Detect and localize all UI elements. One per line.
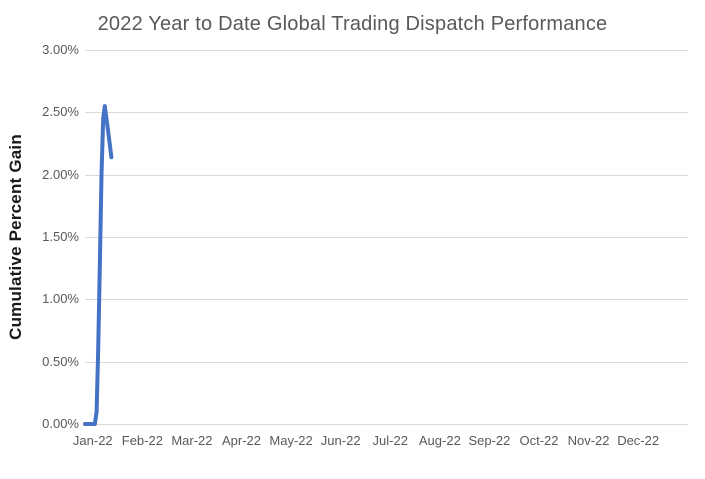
gridline	[85, 424, 688, 425]
y-tick-label: 1.50%	[42, 229, 79, 244]
y-tick-label: 0.00%	[42, 416, 79, 431]
x-tick-label: Apr-22	[222, 433, 262, 448]
x-tick-label: Oct-22	[519, 433, 559, 448]
x-tick-label: Jan-22	[72, 433, 113, 448]
x-tick-label: Feb-22	[121, 433, 163, 448]
x-tick-label: May-22	[269, 433, 313, 448]
x-tick-label: Dec-22	[617, 433, 660, 448]
gridline	[85, 362, 688, 363]
x-tick-label: Sep-22	[468, 433, 511, 448]
y-tick-label: 3.00%	[42, 42, 79, 57]
x-axis-tick-labels: Jan-22 Feb-22 Mar-22 Apr-22 May-22 Jun-22 Jul-…	[68, 433, 663, 448]
x-tick-label: Jul-22	[372, 433, 408, 448]
gridline	[85, 112, 688, 113]
y-tick-label: 1.00%	[42, 291, 79, 306]
gridline	[85, 175, 688, 176]
gridline	[85, 299, 688, 300]
x-tick-label: Mar-22	[171, 433, 213, 448]
chart-title: 2022 Year to Date Global Trading Dispatc…	[97, 13, 608, 35]
y-tick-label: 0.50%	[42, 354, 79, 369]
x-tick-label: Aug-22	[418, 433, 461, 448]
y-tick-label: 2.00%	[42, 167, 79, 182]
x-tick-label: Nov-22	[567, 433, 610, 448]
gridline	[85, 237, 688, 238]
gridline	[85, 50, 688, 51]
data-series-line	[83, 104, 114, 426]
y-tick-label: 2.50%	[42, 104, 79, 119]
x-tick-label: Jun-22	[320, 433, 361, 448]
